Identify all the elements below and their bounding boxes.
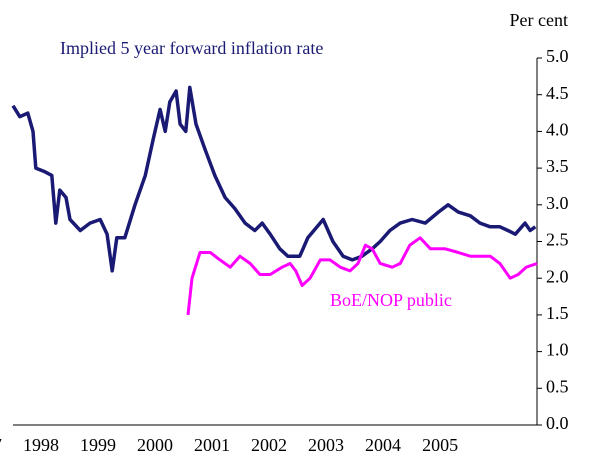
series-line (11, 85, 537, 273)
series-line (186, 236, 538, 316)
y-axis-label: Per cent (510, 10, 568, 30)
x-tick-label: 2000 (137, 435, 173, 455)
y-tick-label: 3.5 (546, 156, 569, 176)
series-label: BoE/NOP public (330, 290, 452, 310)
y-tick-label: 5.0 (546, 46, 569, 66)
x-tick-label: 2005 (422, 435, 458, 455)
y-tick-label: 4.5 (546, 83, 569, 103)
x-tick-label: 2002 (251, 435, 287, 455)
series-label: Implied 5 year forward inflation rate (60, 38, 323, 58)
x-tick-label: 2003 (308, 435, 344, 455)
y-tick-label: 4.0 (546, 120, 569, 140)
x-tick-label: 2004 (365, 435, 401, 455)
y-tick-label: 0.5 (546, 376, 569, 396)
y-tick-label: 1.0 (546, 340, 569, 360)
y-tick-label: 2.0 (546, 266, 569, 286)
y-tick-label: 1.5 (546, 303, 569, 323)
x-tick-label: 2001 (194, 435, 230, 455)
x-tick-label: 1997 (0, 435, 2, 455)
y-tick-label: 0.0 (546, 413, 569, 433)
x-tick-label: 1998 (23, 435, 59, 455)
x-tick-label: 1999 (80, 435, 116, 455)
y-tick-label: 3.0 (546, 193, 569, 213)
y-tick-label: 2.5 (546, 230, 569, 250)
